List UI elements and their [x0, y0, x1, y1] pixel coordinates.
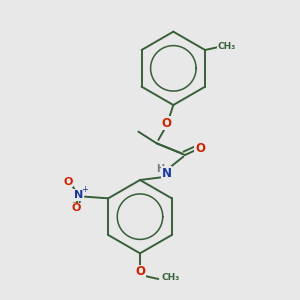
Text: H: H — [157, 164, 165, 174]
Text: N: N — [74, 190, 83, 200]
Text: O: O — [135, 265, 145, 278]
Text: CH₃: CH₃ — [162, 273, 180, 282]
Text: O: O — [162, 117, 172, 130]
Text: ⁻: ⁻ — [71, 200, 76, 210]
Text: +: + — [81, 184, 88, 194]
Text: N: N — [162, 167, 172, 180]
Text: O: O — [64, 177, 73, 187]
Text: O: O — [195, 142, 205, 155]
Text: CH₃: CH₃ — [218, 42, 236, 51]
Text: O: O — [72, 203, 81, 213]
